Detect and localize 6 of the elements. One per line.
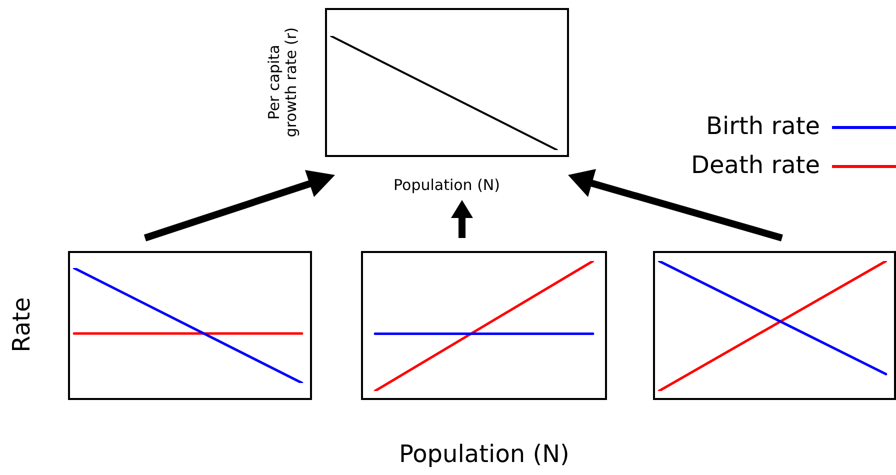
legend-label: Death rate <box>691 151 820 180</box>
y-axis-title: Per capita growth rate (r) <box>264 26 300 137</box>
x-axis-title: Population (N) <box>399 440 570 469</box>
x-axis-title: Population (N) <box>394 176 500 194</box>
legend-label: Birth rate <box>706 112 820 141</box>
y-axis-title: Rate <box>7 297 36 352</box>
